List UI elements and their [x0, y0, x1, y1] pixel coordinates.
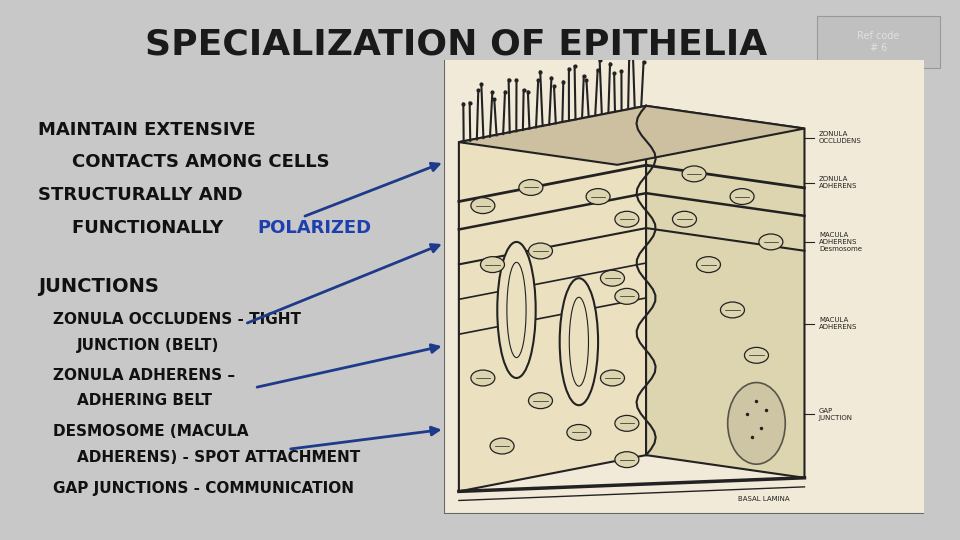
Ellipse shape — [720, 302, 745, 318]
Text: ZONULA OCCLUDENS - TIGHT: ZONULA OCCLUDENS - TIGHT — [53, 312, 300, 327]
Ellipse shape — [470, 198, 495, 213]
Polygon shape — [459, 106, 646, 491]
Text: GAP
JUNCTION: GAP JUNCTION — [819, 408, 852, 421]
Text: MACULA
ADHERENS: MACULA ADHERENS — [819, 317, 857, 330]
Ellipse shape — [491, 438, 515, 454]
Text: ZONULA
ADHERENS: ZONULA ADHERENS — [819, 177, 857, 190]
Ellipse shape — [481, 256, 505, 273]
Ellipse shape — [601, 370, 624, 386]
Text: BASAL LAMINA: BASAL LAMINA — [738, 496, 790, 502]
FancyBboxPatch shape — [817, 16, 940, 68]
Ellipse shape — [497, 242, 536, 378]
Polygon shape — [646, 106, 804, 478]
Text: STRUCTURALLY AND: STRUCTURALLY AND — [38, 186, 243, 205]
Polygon shape — [459, 106, 804, 165]
Text: ADHERING BELT: ADHERING BELT — [77, 393, 212, 408]
Text: GAP JUNCTIONS - COMMUNICATION: GAP JUNCTIONS - COMMUNICATION — [53, 481, 354, 496]
Ellipse shape — [614, 415, 639, 431]
Text: Ref code
# 6: Ref code # 6 — [857, 31, 900, 53]
Ellipse shape — [682, 166, 707, 182]
Ellipse shape — [728, 382, 785, 464]
Ellipse shape — [697, 256, 720, 273]
Text: POLARIZED: POLARIZED — [257, 219, 372, 237]
Text: MAINTAIN EXTENSIVE: MAINTAIN EXTENSIVE — [38, 120, 256, 139]
Ellipse shape — [614, 211, 639, 227]
Ellipse shape — [560, 278, 598, 405]
Ellipse shape — [528, 393, 553, 409]
Ellipse shape — [745, 347, 768, 363]
Ellipse shape — [566, 424, 590, 441]
Ellipse shape — [528, 243, 553, 259]
Ellipse shape — [672, 211, 697, 227]
Text: MACULA
ADHERENS
Desmosome: MACULA ADHERENS Desmosome — [819, 232, 862, 252]
Text: CONTACTS AMONG CELLS: CONTACTS AMONG CELLS — [72, 153, 329, 171]
Ellipse shape — [614, 451, 639, 468]
Text: JUNCTION (BELT): JUNCTION (BELT) — [77, 338, 219, 353]
Text: SPECIALIZATION OF EPITHELIA: SPECIALIZATION OF EPITHELIA — [145, 28, 767, 61]
Ellipse shape — [601, 271, 624, 286]
Text: ZONULA ADHERENS –: ZONULA ADHERENS – — [53, 368, 235, 383]
Text: DESMOSOME (MACULA: DESMOSOME (MACULA — [53, 424, 249, 440]
Ellipse shape — [470, 370, 495, 386]
Ellipse shape — [730, 188, 754, 205]
Text: JUNCTIONS: JUNCTIONS — [38, 276, 159, 296]
Text: ADHERENS) - SPOT ATTACHMENT: ADHERENS) - SPOT ATTACHMENT — [77, 450, 360, 465]
Ellipse shape — [586, 188, 611, 205]
Ellipse shape — [518, 179, 543, 195]
Ellipse shape — [758, 234, 783, 250]
Ellipse shape — [614, 288, 639, 305]
Text: FUNCTIONALLY: FUNCTIONALLY — [72, 219, 236, 237]
Text: ZONULA
OCCLUDENS: ZONULA OCCLUDENS — [819, 131, 862, 144]
